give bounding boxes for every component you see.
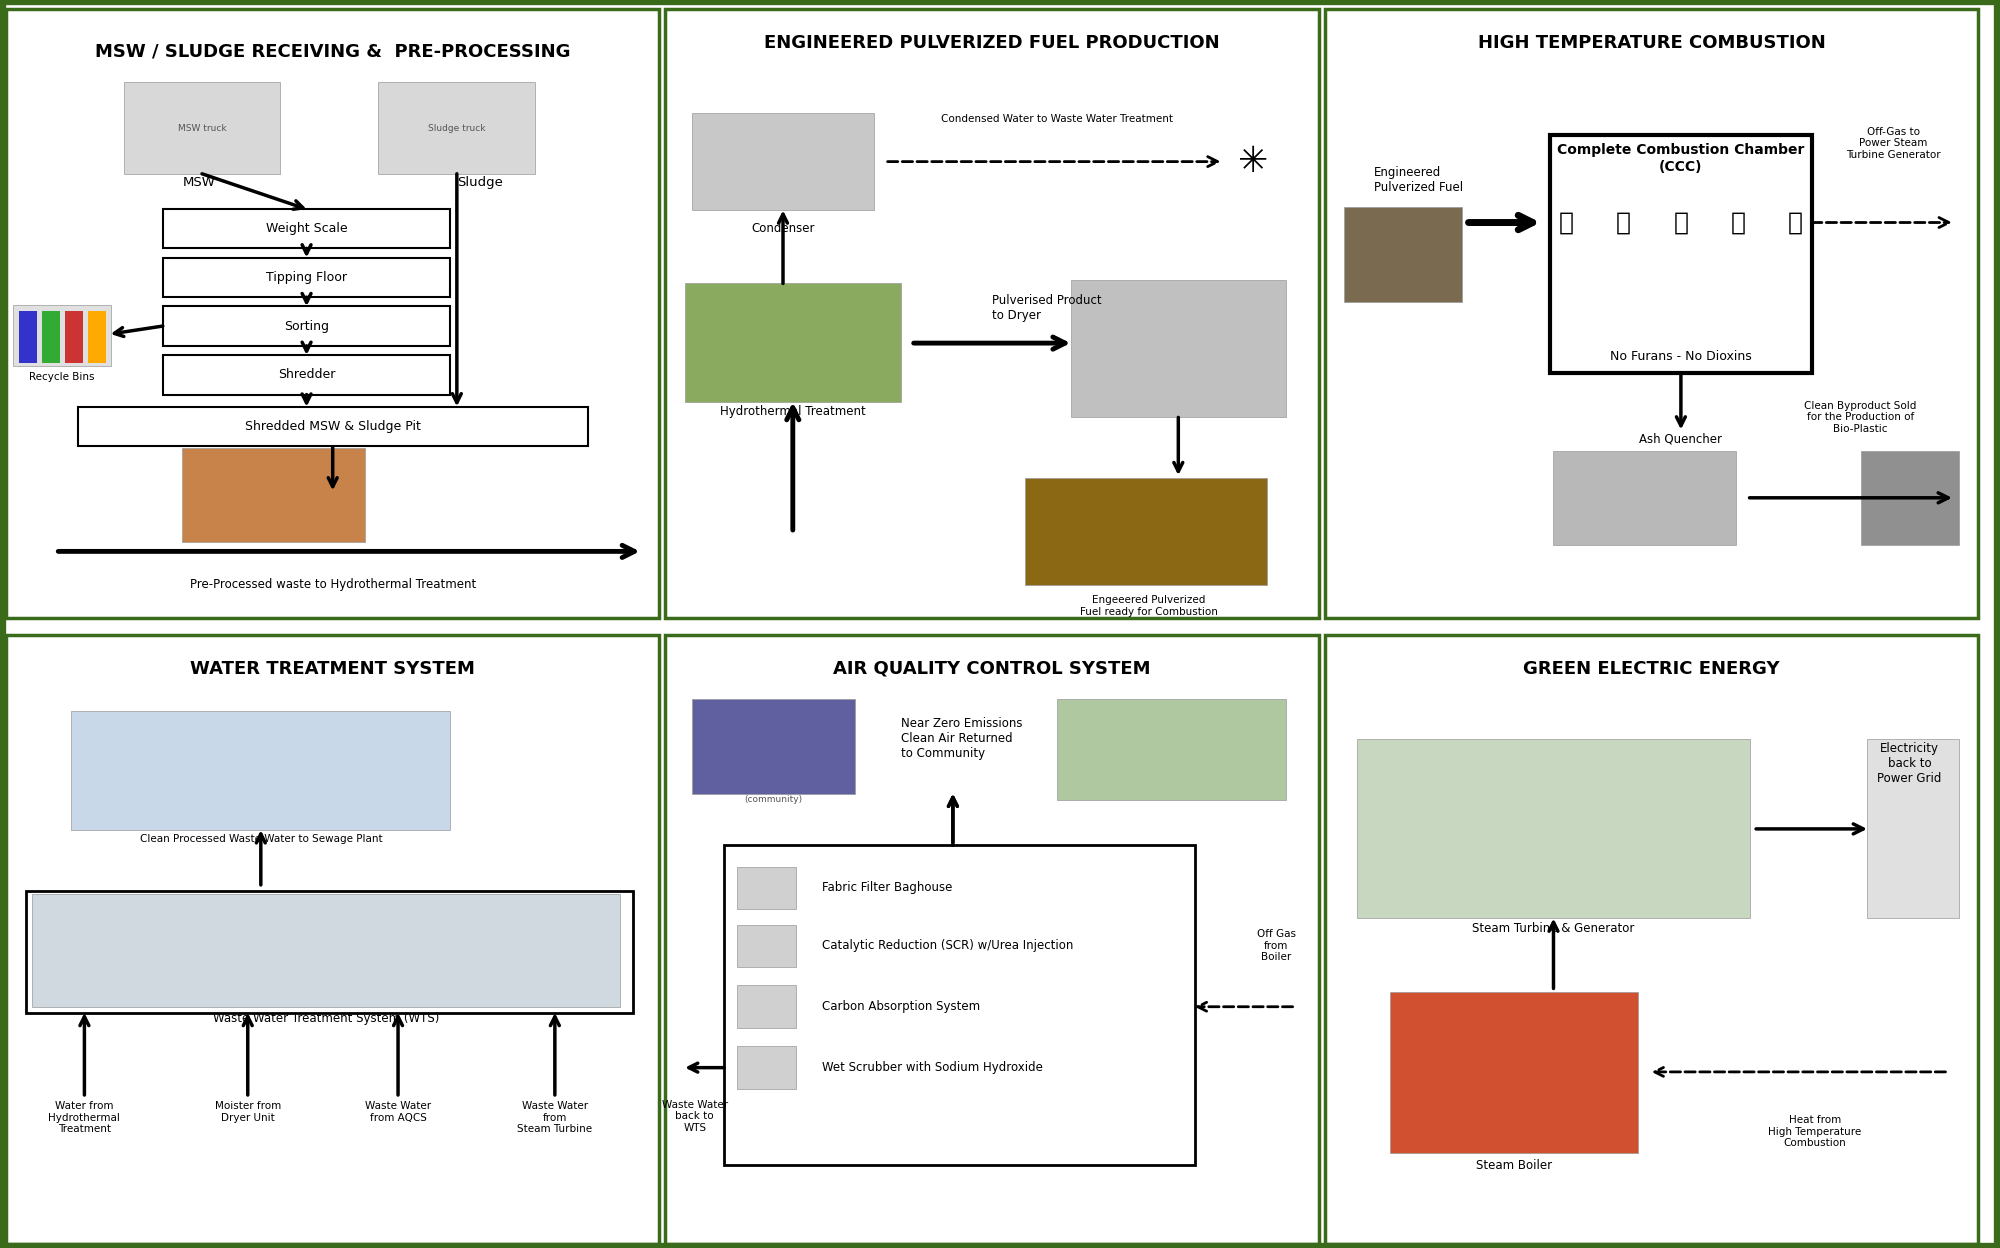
Text: Shredder: Shredder <box>278 368 336 382</box>
FancyBboxPatch shape <box>1324 10 1978 619</box>
FancyBboxPatch shape <box>692 699 854 794</box>
Text: Recycle Bins: Recycle Bins <box>28 372 94 382</box>
FancyBboxPatch shape <box>6 10 660 619</box>
Text: MSW truck: MSW truck <box>178 124 226 132</box>
Text: Shredded MSW & Sludge Pit: Shredded MSW & Sludge Pit <box>244 421 420 433</box>
Text: No Furans - No Dioxins: No Furans - No Dioxins <box>1610 349 1752 363</box>
FancyBboxPatch shape <box>1358 739 1750 919</box>
FancyBboxPatch shape <box>738 925 796 967</box>
Text: Complete Combustion Chamber
(CCC): Complete Combustion Chamber (CCC) <box>1558 144 1804 173</box>
Text: (community): (community) <box>744 795 802 804</box>
Text: Engineered
Pulverized Fuel: Engineered Pulverized Fuel <box>1374 166 1462 193</box>
FancyBboxPatch shape <box>162 306 450 346</box>
Text: Steam Boiler: Steam Boiler <box>1476 1158 1552 1172</box>
FancyBboxPatch shape <box>738 986 796 1028</box>
Text: 🔥: 🔥 <box>1730 211 1746 235</box>
FancyBboxPatch shape <box>378 82 536 173</box>
Text: Off Gas
from
Boiler: Off Gas from Boiler <box>1256 930 1296 962</box>
Text: Hydrothermal Treatment: Hydrothermal Treatment <box>720 404 866 418</box>
Text: Steam Turbine & Generator: Steam Turbine & Generator <box>1472 922 1634 935</box>
Text: ENGINEERED PULVERIZED FUEL PRODUCTION: ENGINEERED PULVERIZED FUEL PRODUCTION <box>764 34 1220 52</box>
Text: Waste Water
from AQCS: Waste Water from AQCS <box>364 1101 432 1123</box>
Text: GREEN ELECTRIC ENERGY: GREEN ELECTRIC ENERGY <box>1524 660 1780 678</box>
FancyBboxPatch shape <box>686 283 900 402</box>
Text: AIR QUALITY CONTROL SYSTEM: AIR QUALITY CONTROL SYSTEM <box>834 660 1150 678</box>
FancyBboxPatch shape <box>724 845 1194 1166</box>
FancyBboxPatch shape <box>692 112 874 211</box>
Text: Condenser: Condenser <box>752 222 814 235</box>
Text: 🔥: 🔥 <box>1616 211 1632 235</box>
FancyBboxPatch shape <box>124 82 280 173</box>
FancyBboxPatch shape <box>182 448 366 543</box>
Text: Pre-Processed waste to Hydrothermal Treatment: Pre-Processed waste to Hydrothermal Trea… <box>190 578 476 592</box>
FancyBboxPatch shape <box>162 354 450 394</box>
FancyBboxPatch shape <box>162 208 450 248</box>
Text: Engeeered Pulverized
Fuel ready for Combustion: Engeeered Pulverized Fuel ready for Comb… <box>1080 595 1218 617</box>
Text: Electricity
back to
Power Grid: Electricity back to Power Grid <box>1878 741 1942 785</box>
FancyBboxPatch shape <box>1324 635 1978 1244</box>
FancyBboxPatch shape <box>20 311 38 363</box>
Text: Waste Water Treatment System (WTS): Waste Water Treatment System (WTS) <box>212 1012 440 1026</box>
Text: 🔥: 🔥 <box>1788 211 1802 235</box>
Text: Sorting: Sorting <box>284 319 330 332</box>
Text: Pulverised Product
to Dryer: Pulverised Product to Dryer <box>992 293 1102 322</box>
FancyBboxPatch shape <box>1550 136 1812 373</box>
FancyBboxPatch shape <box>64 311 84 363</box>
Text: MSW / SLUDGE RECEIVING &  PRE-PROCESSING: MSW / SLUDGE RECEIVING & PRE-PROCESSING <box>94 42 570 61</box>
Text: Tipping Floor: Tipping Floor <box>266 271 348 283</box>
FancyBboxPatch shape <box>666 635 1318 1244</box>
Text: Clean Processed Waste Water to Sewage Plant: Clean Processed Waste Water to Sewage Pl… <box>140 834 382 844</box>
FancyBboxPatch shape <box>1554 451 1736 545</box>
Text: Catalytic Reduction (SCR) w/Urea Injection: Catalytic Reduction (SCR) w/Urea Injecti… <box>822 940 1074 952</box>
Text: Fabric Filter Baghouse: Fabric Filter Baghouse <box>822 881 952 895</box>
Text: ✳: ✳ <box>1238 145 1268 178</box>
Text: Condensed Water to Waste Water Treatment: Condensed Water to Waste Water Treatment <box>942 114 1174 124</box>
Text: Sludge truck: Sludge truck <box>428 124 486 132</box>
FancyBboxPatch shape <box>32 894 620 1007</box>
FancyBboxPatch shape <box>162 257 450 297</box>
FancyBboxPatch shape <box>26 891 634 1013</box>
Text: Weight Scale: Weight Scale <box>266 222 348 235</box>
FancyBboxPatch shape <box>1344 207 1462 302</box>
Text: HIGH TEMPERATURE COMBUSTION: HIGH TEMPERATURE COMBUSTION <box>1478 34 1826 52</box>
Text: WATER TREATMENT SYSTEM: WATER TREATMENT SYSTEM <box>190 660 476 678</box>
Text: Waste Water
back to
WTS: Waste Water back to WTS <box>662 1099 728 1133</box>
Text: Clean Byproduct Sold
for the Production of
Bio-Plastic: Clean Byproduct Sold for the Production … <box>1804 401 1916 434</box>
Text: Ash Quencher: Ash Quencher <box>1640 432 1722 446</box>
FancyBboxPatch shape <box>1070 281 1286 417</box>
FancyBboxPatch shape <box>1058 699 1286 800</box>
Text: Carbon Absorption System: Carbon Absorption System <box>822 1000 980 1013</box>
FancyBboxPatch shape <box>1390 991 1638 1153</box>
FancyBboxPatch shape <box>1024 478 1266 585</box>
FancyBboxPatch shape <box>738 866 796 910</box>
Text: Water from
Hydrothermal
Treatment: Water from Hydrothermal Treatment <box>48 1101 120 1134</box>
Text: 🔥: 🔥 <box>1560 211 1574 235</box>
Text: Near Zero Emissions
Clean Air Returned
to Community: Near Zero Emissions Clean Air Returned t… <box>900 718 1022 760</box>
Text: Heat from
High Temperature
Combustion: Heat from High Temperature Combustion <box>1768 1114 1862 1148</box>
Text: Wet Scrubber with Sodium Hydroxide: Wet Scrubber with Sodium Hydroxide <box>822 1061 1044 1075</box>
Text: Sludge: Sludge <box>456 176 502 190</box>
FancyBboxPatch shape <box>72 711 450 830</box>
FancyBboxPatch shape <box>88 311 106 363</box>
Text: Moister from
Dryer Unit: Moister from Dryer Unit <box>214 1101 280 1123</box>
FancyBboxPatch shape <box>78 407 588 447</box>
Text: Off-Gas to
Power Steam
Turbine Generator: Off-Gas to Power Steam Turbine Generator <box>1846 127 1940 160</box>
FancyBboxPatch shape <box>1860 451 1958 545</box>
FancyBboxPatch shape <box>738 1046 796 1090</box>
FancyBboxPatch shape <box>12 305 110 366</box>
FancyBboxPatch shape <box>1868 739 1958 919</box>
Text: MSW: MSW <box>182 176 216 190</box>
Text: 🔥: 🔥 <box>1674 211 1688 235</box>
FancyBboxPatch shape <box>6 635 660 1244</box>
Text: Waste Water
from
Steam Turbine: Waste Water from Steam Turbine <box>518 1101 592 1134</box>
FancyBboxPatch shape <box>666 10 1318 619</box>
FancyBboxPatch shape <box>42 311 60 363</box>
